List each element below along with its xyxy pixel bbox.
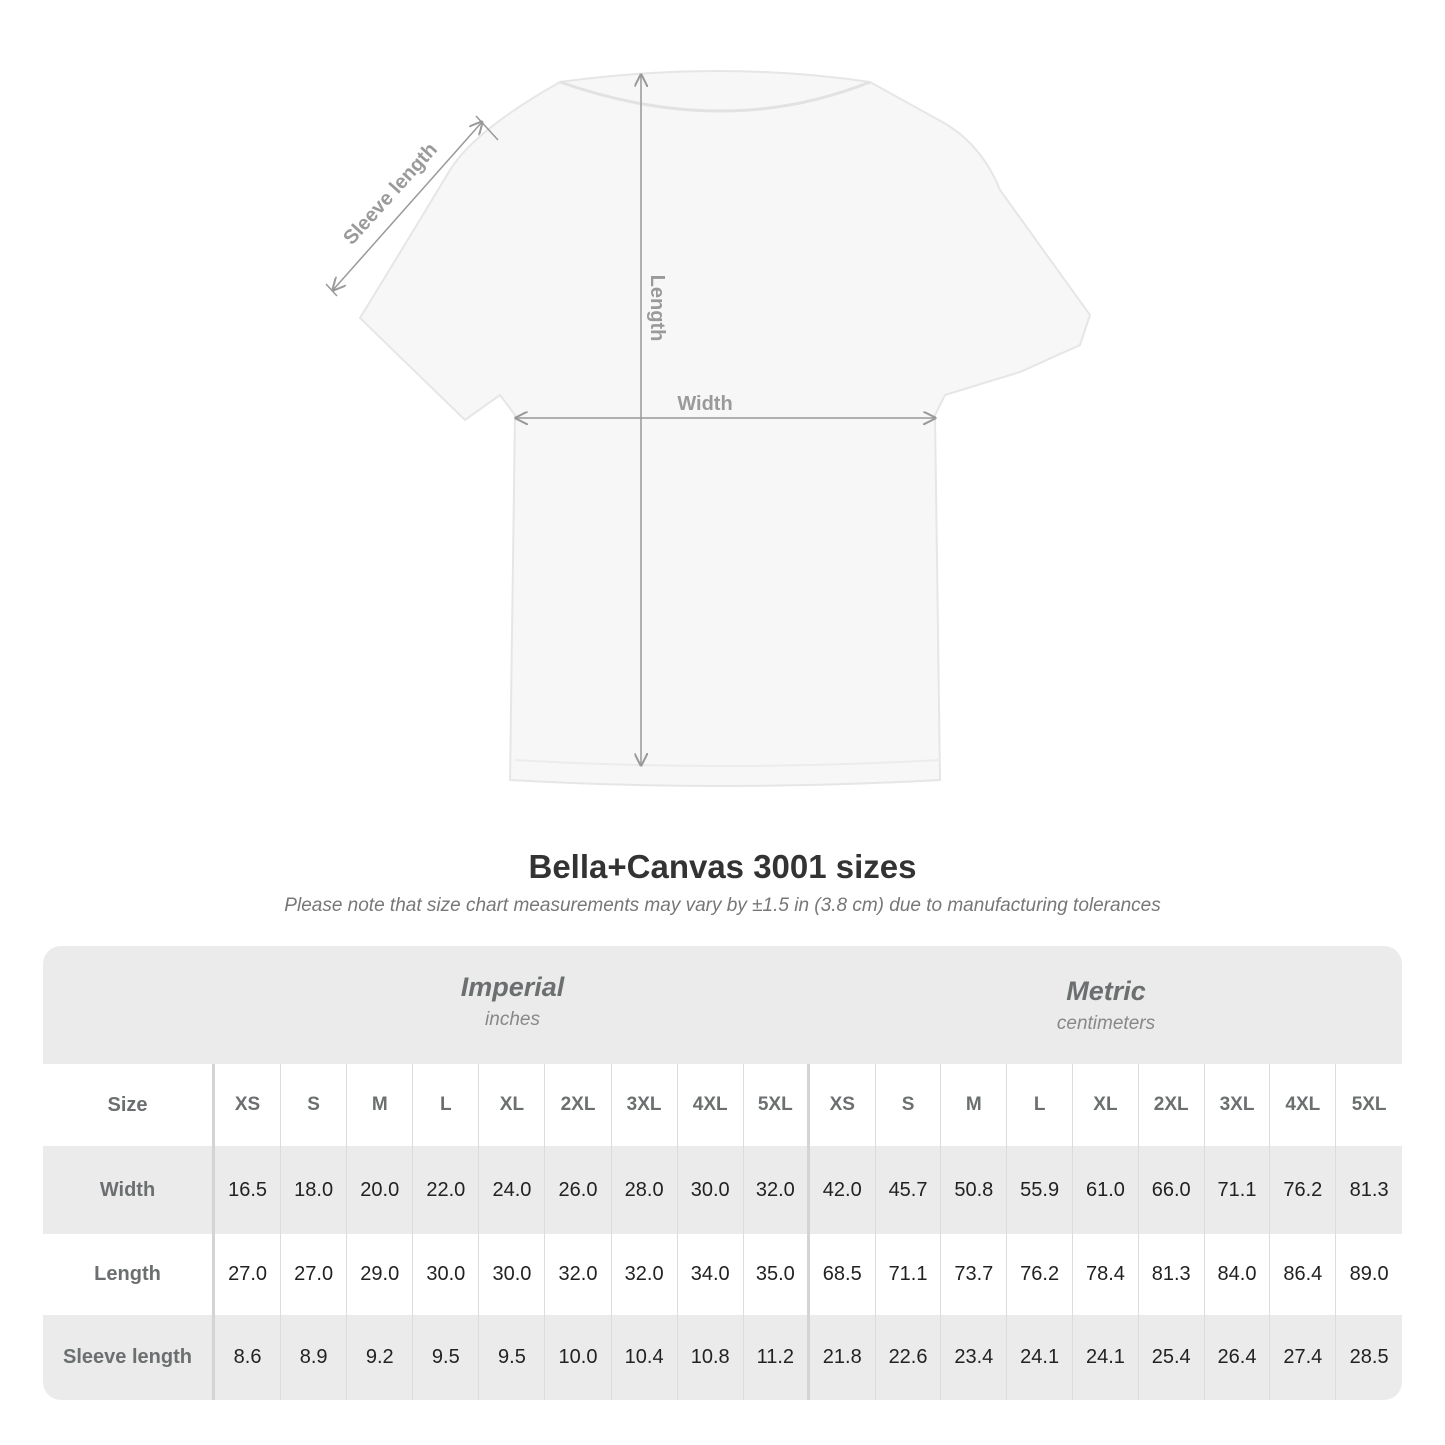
size-header-cell: 4XL: [1270, 1064, 1337, 1146]
metric-title: Metric: [1066, 976, 1146, 1006]
value-cell: 81.3: [1139, 1234, 1205, 1315]
value-cell: 24.1: [1007, 1315, 1074, 1400]
value-cell: 24.0: [479, 1146, 546, 1234]
value-cell: 30.0: [479, 1234, 546, 1315]
value-cell: 11.2: [744, 1315, 810, 1400]
size-header-cell: L: [1007, 1064, 1074, 1146]
size-header-cell: M: [347, 1064, 414, 1146]
value-cell: 24.1: [1073, 1315, 1139, 1400]
row-label: Size: [43, 1064, 215, 1146]
value-cell: 10.0: [545, 1315, 612, 1400]
value-cell: 61.0: [1073, 1146, 1139, 1234]
size-header-cell: XL: [1073, 1064, 1139, 1146]
value-cell: 76.2: [1270, 1146, 1337, 1234]
table-row: Sleeve length 8.6 8.9 9.2 9.5 9.5 10.0 10.4 10.8…: [43, 1315, 1402, 1400]
value-cell: 22.0: [413, 1146, 480, 1234]
value-cell: 50.8: [941, 1146, 1008, 1234]
value-cell: 25.4: [1139, 1315, 1205, 1400]
value-cell: 28.0: [612, 1146, 678, 1234]
value-cell: 21.8: [810, 1315, 876, 1400]
value-cell: 35.0: [744, 1234, 810, 1315]
size-header-cell: 4XL: [678, 1064, 744, 1146]
value-cell: 10.4: [612, 1315, 678, 1400]
size-header-cell: 5XL: [1351, 1094, 1387, 1115]
tolerance-note: Please note that size chart measurements…: [284, 895, 1161, 916]
size-header-cell: S: [876, 1064, 942, 1146]
width-label: Width: [677, 393, 732, 415]
value-cell: 66.0: [1139, 1146, 1205, 1234]
size-header-row: Size XS S M L XL 2XL 3XL 4XL 5XL XS S M L XL 2XL 3XL 4XL 5…: [43, 1064, 1402, 1146]
value-cell: 9.5: [479, 1315, 546, 1400]
value-cell: 9.5: [413, 1315, 480, 1400]
tshirt-shape: [358, 70, 1092, 787]
length-label: Length: [646, 275, 668, 342]
value-cell: 9.2: [347, 1315, 414, 1400]
value-cell: 45.7: [876, 1146, 942, 1234]
tshirt-diagram: Sleeve length Length Width: [325, 70, 1092, 787]
table-row: Width 16.5 18.0 20.0 22.0 24.0 26.0 28.0 30.0 32.…: [43, 1146, 1402, 1234]
value-cell: 34.0: [678, 1234, 744, 1315]
value-cell: 86.4: [1270, 1234, 1337, 1315]
value-cell: 28.5: [1349, 1346, 1389, 1368]
size-header-cell: L: [413, 1064, 480, 1146]
imperial-group: Imperial inches: [215, 946, 810, 1064]
table-row: Length 27.0 27.0 29.0 30.0 30.0 32.0 32.0 34.0 35…: [43, 1234, 1402, 1315]
value-cell: 18.0: [281, 1146, 348, 1234]
value-cell: 22.6: [876, 1315, 942, 1400]
size-header-cell: XS: [810, 1064, 876, 1146]
size-header-cell: 5XL: [744, 1064, 810, 1146]
value-cell: 27.0: [215, 1234, 282, 1315]
page-title: Bella+Canvas 3001 sizes: [528, 848, 917, 885]
value-cell: 8.9: [281, 1315, 348, 1400]
value-cell: 89.0: [1349, 1263, 1389, 1285]
value-cell: 71.1: [1205, 1146, 1271, 1234]
value-cell: 32.0: [612, 1234, 678, 1315]
size-header-cell: 2XL: [545, 1064, 612, 1146]
imperial-unit: inches: [485, 1009, 540, 1030]
value-cell: 26.4: [1205, 1315, 1271, 1400]
value-cell: 81.3: [1349, 1178, 1389, 1201]
size-header-cell: XS: [215, 1064, 282, 1146]
metric-unit: centimeters: [1056, 1013, 1156, 1034]
sleeve-arrow: [333, 122, 482, 290]
size-header-cell: S: [281, 1064, 348, 1146]
value-cell: 32.0: [545, 1234, 612, 1315]
value-cell: 30.0: [678, 1146, 744, 1234]
value-cell: 10.8: [678, 1315, 744, 1400]
size-header-cell: 3XL: [612, 1064, 678, 1146]
value-cell: 55.9: [1007, 1146, 1074, 1234]
value-cell: 23.4: [941, 1315, 1008, 1400]
size-header-cell: 2XL: [1139, 1064, 1205, 1146]
size-header-cell: XL: [479, 1064, 546, 1146]
value-cell: 32.0: [744, 1146, 810, 1234]
value-cell: 84.0: [1205, 1234, 1271, 1315]
value-cell: 27.4: [1270, 1315, 1337, 1400]
value-cell: 8.6: [215, 1315, 282, 1400]
row-label: Width: [43, 1146, 215, 1234]
value-cell: 73.7: [941, 1234, 1008, 1315]
size-header-cell: 3XL: [1205, 1064, 1271, 1146]
value-cell: 71.1: [876, 1234, 942, 1315]
metric-group: Metric centimeters: [810, 946, 1402, 1068]
value-cell: 42.0: [810, 1146, 876, 1234]
row-label: Sleeve length: [43, 1315, 215, 1400]
size-table: Imperial inches Metric centimeters Size X…: [43, 946, 1402, 1400]
value-cell: 27.0: [281, 1234, 348, 1315]
value-cell: 76.2: [1007, 1234, 1074, 1315]
row-label: Length: [43, 1234, 215, 1315]
value-cell: 29.0: [347, 1234, 414, 1315]
value-cell: 30.0: [413, 1234, 480, 1315]
size-header-cell: M: [941, 1064, 1008, 1146]
table-header: Imperial inches Metric centimeters: [43, 946, 1402, 1064]
value-cell: 78.4: [1073, 1234, 1139, 1315]
value-cell: 68.5: [810, 1234, 876, 1315]
value-cell: 16.5: [215, 1146, 282, 1234]
value-cell: 20.0: [347, 1146, 414, 1234]
value-cell: 26.0: [545, 1146, 612, 1234]
imperial-title: Imperial: [460, 972, 565, 1002]
